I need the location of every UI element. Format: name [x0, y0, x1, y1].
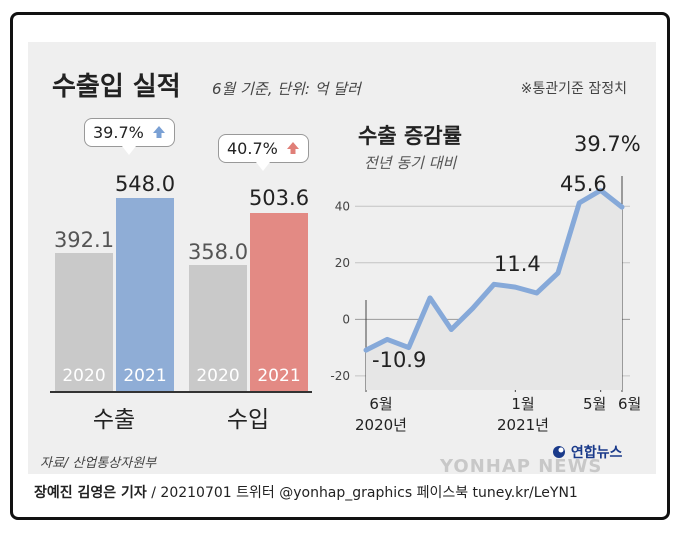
data-label: 39.7%: [574, 132, 641, 156]
x-tick: 6월: [618, 393, 641, 414]
x-tick-month: 5월: [583, 395, 607, 413]
data-label: -10.9: [372, 348, 427, 372]
up-arrow-icon: [286, 142, 299, 154]
x-tick-year: 2020년: [355, 416, 407, 434]
yonhap-logo: 연합뉴스: [552, 442, 622, 462]
bar-export-2020: [55, 253, 113, 391]
value-label: 392.1: [53, 228, 115, 252]
credit-text: / 20210701 트위터 @yonhap_graphics 페이스북 tun…: [151, 485, 578, 501]
logo-icon: [553, 446, 565, 458]
value-label: 548.0: [114, 172, 176, 196]
x-tick-year: 2021년: [497, 416, 549, 434]
x-tick-month: 6월: [369, 395, 393, 413]
bar-export-2021: [116, 198, 174, 391]
page-note: ※통관기준 잠정치: [520, 81, 627, 97]
year-label: 2021: [257, 366, 301, 386]
watermark: YONHAP NEWS: [440, 456, 603, 477]
bar-import-2021: [250, 213, 308, 391]
x-tick: 6월 2020년: [355, 393, 407, 435]
year-label: 2020: [196, 366, 240, 386]
category-label: 수입: [226, 407, 270, 433]
year-label: 2021: [123, 366, 167, 386]
page-title: 수출입 실적: [52, 72, 181, 102]
year-label: 2020: [62, 366, 106, 386]
change-value: 40.7%: [227, 139, 278, 158]
category-label: 수출: [92, 407, 136, 433]
source-note: 자료/ 산업통상자원부: [40, 456, 157, 471]
change-bubble: 40.7%: [218, 134, 309, 171]
page-subtitle: 6월 기준, 단위: 억 달러: [212, 80, 361, 98]
x-tick-month: 1월: [511, 395, 535, 413]
bar-import-2020: [189, 265, 247, 391]
up-arrow-icon: [152, 126, 165, 138]
line-chart-subtitle: 전년 동기 대비: [364, 154, 457, 172]
value-label: 503.6: [248, 186, 310, 210]
bar-baseline: [50, 391, 312, 393]
change-bubble: 39.7%: [84, 118, 175, 155]
logo-text: 연합뉴스: [570, 445, 623, 461]
x-tick: 5월: [583, 393, 606, 414]
footer-bar: [28, 474, 656, 508]
x-tick-month: 6월: [618, 395, 642, 413]
data-label: 11.4: [494, 252, 541, 276]
x-tick: 1월 2021년: [497, 393, 549, 435]
line-chart-title: 수출 증감률: [358, 124, 462, 148]
value-label: 358.0: [187, 240, 249, 264]
data-label: 45.6: [560, 172, 607, 196]
reporter-name: 장예진 김영은 기자: [34, 485, 147, 501]
change-value: 39.7%: [93, 123, 144, 142]
credit-line: 장예진 김영은 기자 / 20210701 트위터 @yonhap_graphi…: [34, 482, 578, 502]
